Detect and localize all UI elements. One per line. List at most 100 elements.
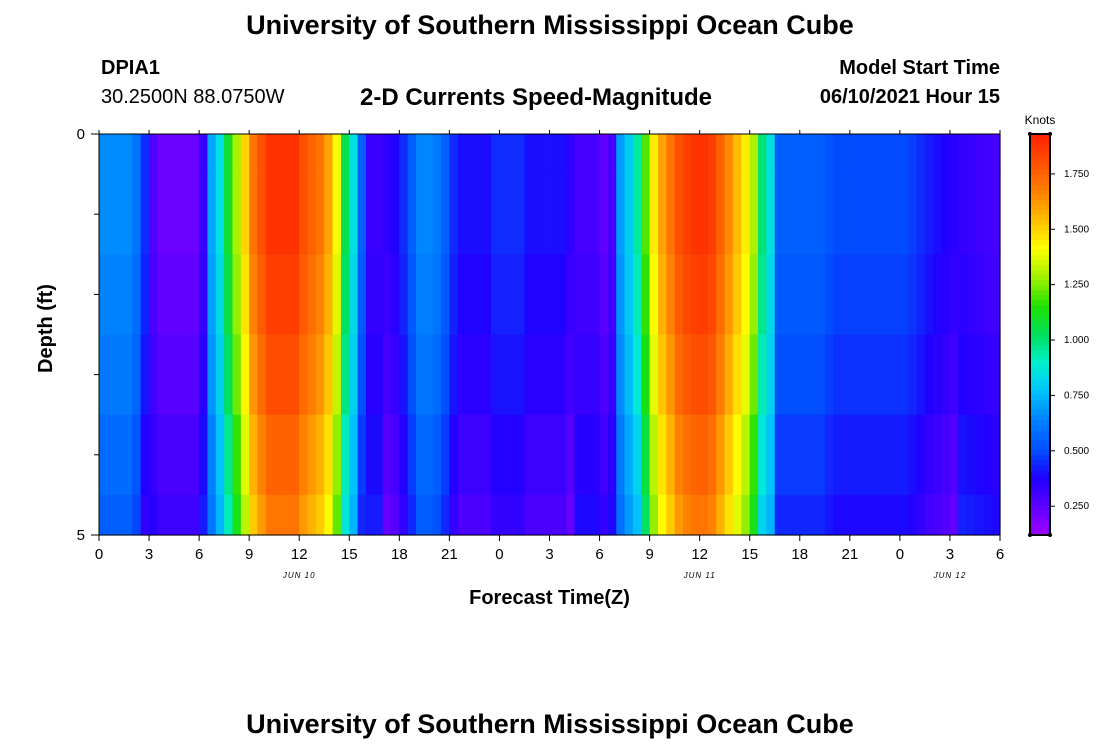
- heatmap-cell: [407, 134, 417, 175]
- heatmap-cell: [566, 494, 576, 536]
- heatmap-cell: [199, 414, 209, 496]
- heatmap-cell: [783, 494, 793, 536]
- heatmap-cell: [124, 254, 133, 336]
- heatmap-cell: [516, 414, 526, 496]
- heatmap-cell: [265, 174, 275, 255]
- heatmap-cell: [507, 254, 517, 336]
- heatmap-cell: [274, 134, 284, 175]
- heatmap-cell: [816, 134, 826, 175]
- colorbar-tick-label: 1.250: [1064, 280, 1089, 291]
- heatmap-cell: [983, 334, 993, 416]
- heatmap-cell: [265, 334, 275, 416]
- heatmap-cell: [315, 174, 325, 255]
- heatmap-cell: [99, 414, 108, 496]
- heatmap-cell: [382, 254, 392, 336]
- heatmap-cell: [249, 254, 259, 336]
- heatmap-cell: [674, 174, 684, 255]
- colorbar-segment: [1030, 194, 1050, 200]
- heatmap-cell: [357, 134, 367, 175]
- heatmap-cell: [774, 334, 784, 416]
- heatmap-cell: [282, 494, 292, 536]
- heatmap-cell: [858, 494, 868, 536]
- heatmap-cell: [916, 334, 926, 416]
- heatmap-cell: [399, 174, 409, 255]
- colorbar-frame: [1029, 133, 1051, 536]
- colorbar-segment: [1030, 359, 1050, 366]
- heatmap-cell: [866, 254, 876, 336]
- heatmap-cell: [274, 254, 284, 336]
- heatmap-cell: [215, 334, 225, 416]
- heatmap-cell: [132, 494, 142, 536]
- heatmap-cell: [783, 254, 793, 336]
- y-tick-label: 5: [77, 527, 85, 544]
- heatmap-cell: [107, 134, 117, 175]
- heatmap-cell: [874, 174, 884, 255]
- colorbar-segment: [1030, 334, 1050, 341]
- heatmap-cell: [507, 334, 517, 416]
- heatmap-cell: [299, 134, 309, 175]
- heatmap-cell: [599, 494, 609, 536]
- heatmap-cell: [332, 414, 342, 496]
- heatmap-cell: [407, 174, 417, 255]
- heatmap-cell: [115, 134, 125, 175]
- heatmap-cell: [724, 334, 734, 416]
- plot-title: 2-D Currents Speed-Magnitude: [360, 84, 713, 111]
- heatmap-cell: [974, 334, 984, 416]
- heatmap-cell: [290, 254, 300, 336]
- heatmap-cell: [324, 134, 334, 175]
- heatmap-cell: [390, 494, 400, 536]
- heatmap-cell: [758, 174, 767, 255]
- colorbar-segment: [1030, 514, 1050, 521]
- colorbar-segment: [1030, 439, 1050, 446]
- heatmap-cell: [449, 494, 459, 536]
- heatmap-cell: [249, 334, 259, 416]
- heatmap-cell: [666, 494, 676, 536]
- heatmap-cell: [766, 334, 776, 416]
- heatmap-cell: [549, 414, 559, 496]
- heatmap-cell: [466, 494, 476, 536]
- colorbar-tick-label: 1.000: [1064, 335, 1089, 346]
- heatmap-cell: [808, 334, 818, 416]
- heatmap-cell: [607, 334, 617, 416]
- colorbar-segment: [1030, 189, 1050, 195]
- heatmap-cell: [783, 174, 793, 255]
- heatmap-cell: [991, 134, 1001, 175]
- colorbar-segment: [1030, 509, 1050, 516]
- heatmap-cell: [299, 254, 309, 336]
- colorbar-corner: [1028, 533, 1032, 537]
- heatmap-cell: [132, 254, 142, 336]
- colorbar-tick-label: 0.250: [1064, 501, 1089, 512]
- heatmap-cell: [774, 494, 784, 536]
- colorbar-segment: [1030, 484, 1050, 491]
- heatmap-cell: [474, 134, 484, 175]
- heatmap-cell: [557, 334, 567, 416]
- heatmap-cell: [616, 254, 626, 336]
- heatmap-cell: [933, 254, 943, 336]
- heatmap-cell: [616, 174, 626, 255]
- heatmap-cell: [574, 174, 584, 255]
- heatmap-cell: [866, 494, 876, 536]
- heatmap-cell: [883, 134, 893, 175]
- heatmap-cell: [516, 254, 526, 336]
- heatmap-cell: [616, 414, 626, 496]
- heatmap-cell: [382, 494, 392, 536]
- heatmap-cell: [574, 254, 584, 336]
- heatmap-cell: [883, 254, 893, 336]
- heatmap-cell: [349, 414, 359, 496]
- heatmap-cell: [591, 494, 601, 536]
- heatmap-cell: [833, 494, 843, 536]
- colorbar-segment: [1030, 269, 1050, 275]
- heatmap-cell: [491, 134, 501, 175]
- heatmap-cell: [399, 494, 409, 536]
- colorbar-segment: [1030, 469, 1050, 476]
- colorbar-segment: [1030, 399, 1050, 406]
- heatmap-cell: [649, 494, 659, 536]
- colorbar-segment: [1030, 434, 1050, 441]
- heatmap-cell: [949, 494, 959, 536]
- colorbar-segment: [1030, 309, 1050, 316]
- heatmap-cell: [174, 334, 184, 416]
- heatmap-cell: [399, 334, 409, 416]
- heatmap-cell: [174, 174, 184, 255]
- heatmap-cell: [365, 174, 375, 255]
- heatmap-cell: [382, 134, 392, 175]
